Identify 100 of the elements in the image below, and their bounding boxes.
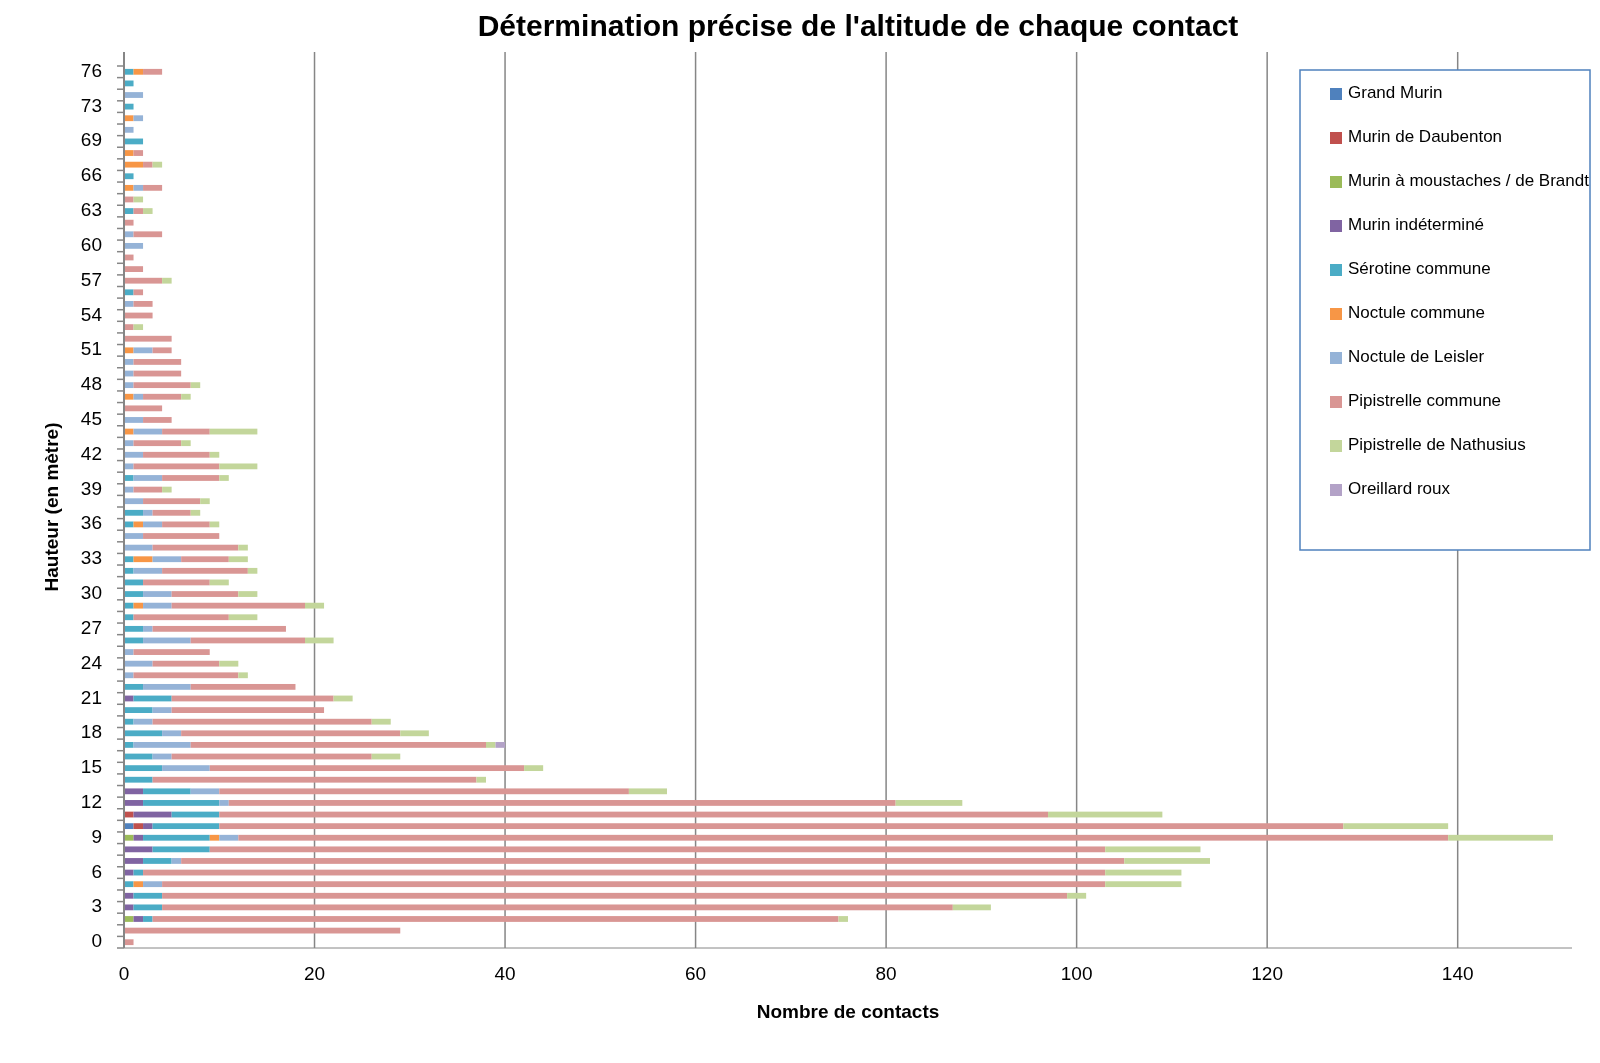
bar <box>124 556 134 563</box>
y-tick-label: 69 <box>80 129 102 151</box>
bar <box>124 393 134 400</box>
bar <box>124 161 144 168</box>
bar <box>124 103 134 110</box>
x-tick-label: 140 <box>1441 963 1474 984</box>
bar <box>143 788 191 795</box>
bar <box>219 660 239 667</box>
bar <box>524 765 544 772</box>
bar <box>209 846 1106 853</box>
x-tick-label: 100 <box>1060 963 1093 984</box>
bar <box>133 463 220 470</box>
bar <box>124 219 134 226</box>
bar <box>133 649 210 655</box>
bar <box>133 916 144 922</box>
y-tick-label: 48 <box>80 373 102 395</box>
bar <box>181 393 191 400</box>
bar <box>171 707 325 713</box>
bar <box>181 858 1125 864</box>
y-tick-label: 76 <box>80 59 102 81</box>
bar <box>124 602 134 609</box>
y-tick-label: 21 <box>80 686 102 708</box>
y-tick-label: 15 <box>80 756 102 778</box>
legend-label: Murin indéterminé <box>1348 215 1485 235</box>
bar <box>124 173 134 180</box>
bar <box>124 440 134 447</box>
y-tick-label: 45 <box>80 407 102 429</box>
bar <box>124 892 134 899</box>
bar <box>371 718 391 725</box>
bar <box>162 892 1068 899</box>
y-tick-label: 6 <box>91 860 102 882</box>
bar <box>200 498 210 505</box>
bar <box>124 289 134 296</box>
bar <box>209 834 220 841</box>
bar <box>133 475 163 481</box>
bar <box>143 881 163 888</box>
bar <box>486 742 496 748</box>
bar <box>133 359 182 365</box>
bar <box>895 800 963 806</box>
bar <box>124 614 134 621</box>
bar <box>143 161 153 168</box>
bar <box>133 823 144 830</box>
legend-label: Noctule commune <box>1348 303 1486 323</box>
bar <box>1448 834 1553 841</box>
x-tick-label: 60 <box>685 963 707 984</box>
bar <box>152 707 172 713</box>
y-tick-label: 27 <box>80 616 102 638</box>
bar <box>171 858 182 864</box>
bar <box>124 208 134 214</box>
bar <box>152 625 286 632</box>
bar <box>495 742 506 748</box>
bar <box>219 823 1344 830</box>
bar <box>143 208 153 214</box>
bar <box>133 614 229 621</box>
legend-label: Oreillard roux <box>1348 479 1451 499</box>
bar <box>171 602 305 609</box>
chart-title: Détermination précise de l'altitude de chaque contact <box>477 8 1239 42</box>
bar <box>181 556 229 563</box>
bar <box>124 266 144 272</box>
bar <box>124 115 134 122</box>
bar <box>124 301 134 307</box>
bar <box>162 475 220 481</box>
bar <box>152 347 172 354</box>
bar <box>124 730 163 737</box>
bar <box>228 614 258 621</box>
bar <box>124 498 144 505</box>
bar <box>190 742 486 748</box>
bar <box>124 184 134 191</box>
bar <box>124 405 163 412</box>
bar <box>400 730 429 737</box>
y-tick-label: 42 <box>80 442 102 464</box>
y-tick-label: 66 <box>80 164 102 186</box>
legend-label: Murin à moustaches / de Brandt <box>1348 171 1590 191</box>
bar <box>238 544 248 551</box>
bar <box>162 881 1106 888</box>
bar <box>209 451 220 458</box>
bar <box>124 231 134 238</box>
bar <box>247 567 258 574</box>
bar <box>143 916 153 922</box>
bar <box>162 486 172 493</box>
y-tick-label: 12 <box>80 790 102 812</box>
bar <box>133 834 144 841</box>
bar <box>124 718 134 725</box>
bar <box>133 68 144 75</box>
bar <box>133 184 144 191</box>
bar <box>143 509 153 516</box>
y-tick-label: 33 <box>80 547 102 569</box>
bar <box>124 382 134 389</box>
bar <box>124 544 153 551</box>
bar <box>143 625 153 632</box>
bar <box>190 788 220 795</box>
bar <box>143 602 172 609</box>
bar <box>143 498 201 505</box>
bar <box>124 683 144 690</box>
bar <box>124 765 163 772</box>
bar <box>124 359 134 365</box>
y-tick-label: 24 <box>80 651 103 673</box>
bar <box>181 440 191 447</box>
bar <box>190 683 296 690</box>
bar <box>152 161 163 168</box>
